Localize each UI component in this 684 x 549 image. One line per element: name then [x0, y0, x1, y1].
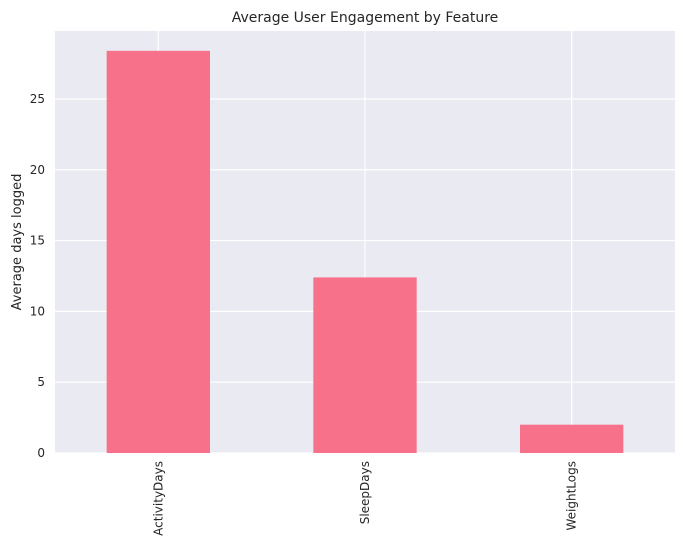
x-tick-label: SleepDays [358, 461, 372, 524]
x-tick-label: ActivityDays [151, 461, 165, 536]
bar-activitydays [106, 50, 210, 454]
y-tick-label: 20 [30, 163, 45, 177]
chart-title: Average User Engagement by Feature [232, 10, 499, 26]
bar-sleepdays [313, 277, 417, 453]
y-tick-label: 15 [30, 234, 45, 248]
y-tick-labels: 0 5 10 15 20 25 [30, 92, 45, 460]
y-tick-label: 10 [30, 304, 45, 318]
bars-layer [106, 50, 624, 454]
y-tick-label: 0 [37, 446, 45, 460]
y-axis-label: Average days logged [10, 174, 25, 311]
bar-weightlogs [520, 424, 624, 453]
x-tick-labels: ActivityDays SleepDays WeightLogs [151, 461, 578, 536]
y-tick-label: 5 [37, 375, 45, 389]
x-tick-label: WeightLogs [565, 461, 579, 531]
y-tick-label: 25 [30, 92, 45, 106]
